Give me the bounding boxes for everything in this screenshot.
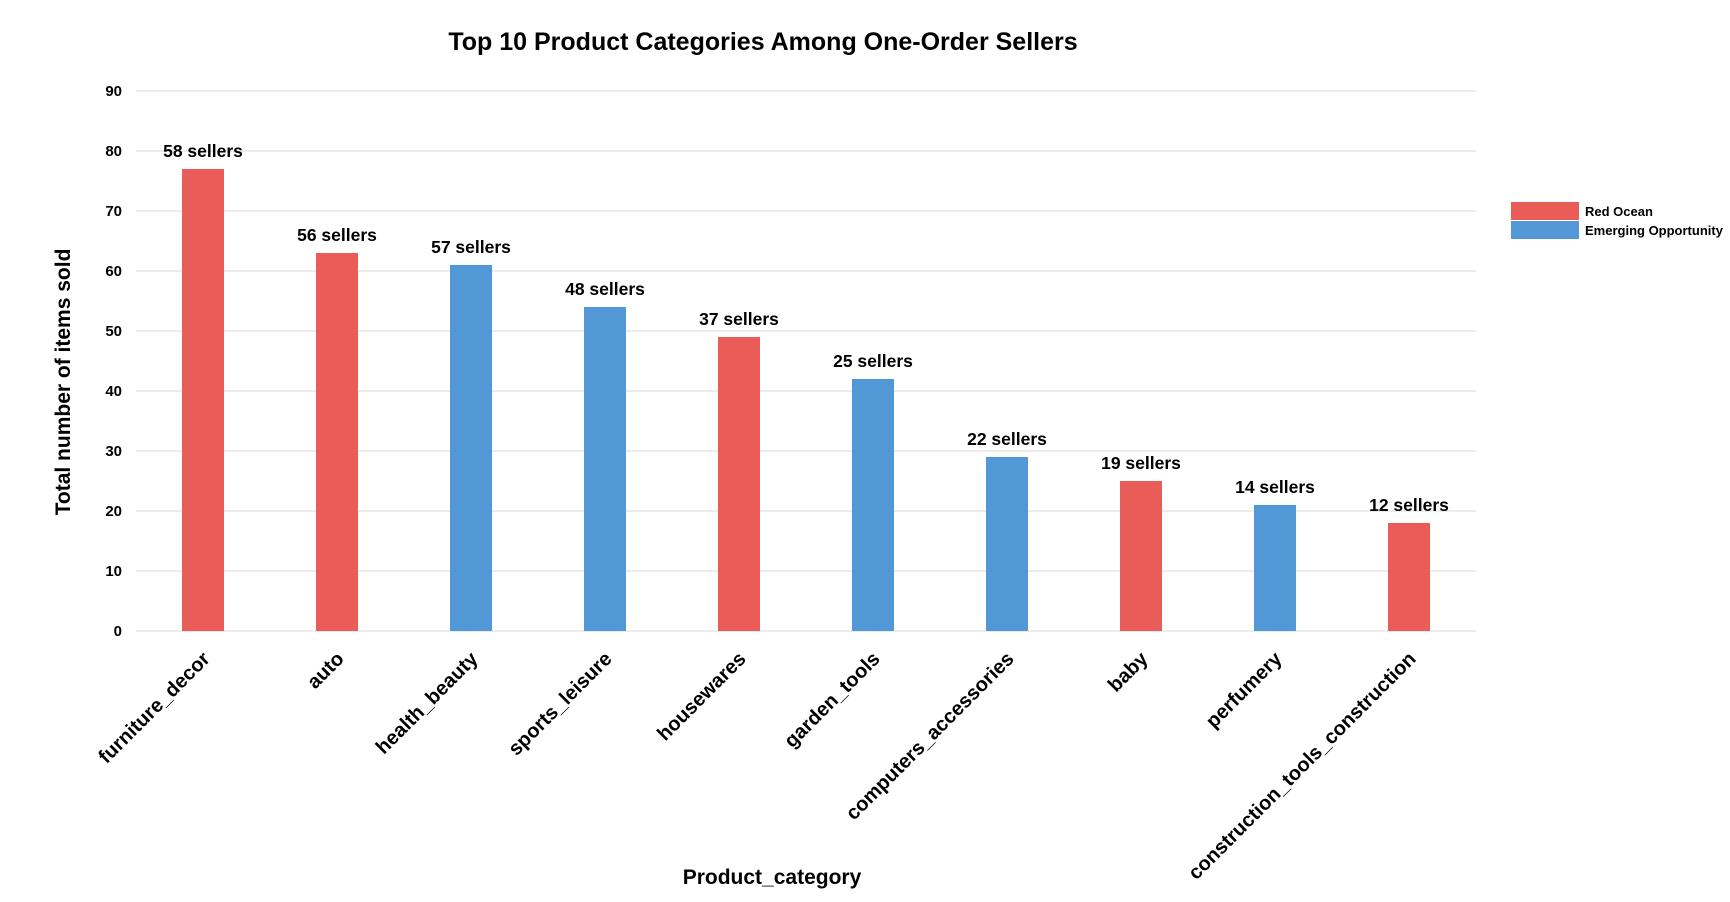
y-tick-label: 80 <box>105 143 122 160</box>
x-axis-categories: furniture_decor auto health_beauty sports_l… <box>94 647 1420 884</box>
chart-title: Top 10 Product Categories Among One-Orde… <box>448 28 1077 56</box>
bars <box>182 169 1430 631</box>
x-tick-label: baby <box>1104 647 1153 696</box>
legend-swatch <box>1511 221 1579 239</box>
x-tick-label: auto <box>303 648 348 693</box>
data-label: 48 sellers <box>565 279 645 299</box>
bar <box>450 265 492 631</box>
bar <box>1120 481 1162 631</box>
legend: Red Ocean Emerging Opportunity <box>1511 202 1724 239</box>
x-axis-label: Product_category <box>683 866 862 889</box>
y-tick-label: 50 <box>105 323 122 340</box>
x-tick-label: health_beauty <box>372 647 483 758</box>
data-label: 12 sellers <box>1369 495 1449 515</box>
data-label: 37 sellers <box>699 309 779 329</box>
legend-swatch <box>1511 202 1579 220</box>
bar <box>1254 505 1296 631</box>
x-tick-label: construction_tools_construction <box>1184 648 1420 884</box>
x-tick-label: garden_tools <box>780 648 884 752</box>
data-label: 22 sellers <box>967 429 1047 449</box>
gridlines <box>136 90 1476 632</box>
bar <box>986 457 1028 631</box>
data-label: 57 sellers <box>431 237 511 257</box>
legend-label: Emerging Opportunity <box>1585 223 1724 238</box>
bar <box>852 379 894 631</box>
y-tick-label: 20 <box>105 503 122 520</box>
x-tick-label: furniture_decor <box>94 648 214 768</box>
y-tick-label: 90 <box>105 83 122 100</box>
bar <box>1388 523 1430 631</box>
y-tick-label: 40 <box>105 383 122 400</box>
data-label: 58 sellers <box>163 141 243 161</box>
data-label: 25 sellers <box>833 351 913 371</box>
y-axis-ticks: 0 10 20 30 40 50 60 70 80 90 <box>105 83 122 640</box>
data-label: 56 sellers <box>297 225 377 245</box>
x-tick-label: sports_leisure <box>504 648 616 760</box>
y-tick-label: 10 <box>105 563 122 580</box>
bar <box>182 169 224 631</box>
bar <box>316 253 358 631</box>
legend-label: Red Ocean <box>1585 204 1653 219</box>
bar <box>718 337 760 631</box>
x-tick-label: housewares <box>653 648 750 745</box>
y-tick-label: 70 <box>105 203 122 220</box>
y-axis-label: Total number of items sold <box>52 249 75 516</box>
y-tick-label: 30 <box>105 443 122 460</box>
y-tick-label: 60 <box>105 263 122 280</box>
data-labels: 58 sellers 56 sellers 57 sellers 48 sellers… <box>163 141 1449 515</box>
y-tick-label: 0 <box>114 623 122 640</box>
x-tick-label: perfumery <box>1202 647 1287 732</box>
data-label: 14 sellers <box>1235 477 1315 497</box>
data-label: 19 sellers <box>1101 453 1181 473</box>
bar <box>584 307 626 631</box>
